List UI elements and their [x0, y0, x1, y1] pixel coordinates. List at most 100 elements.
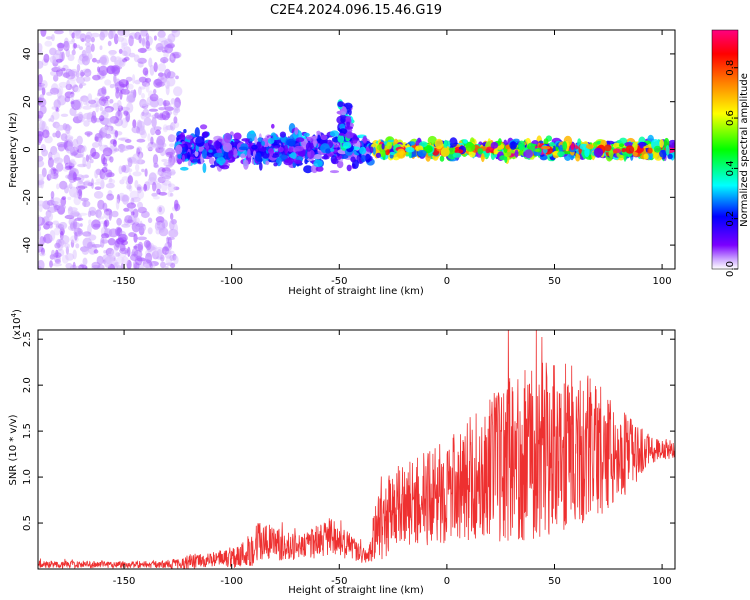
heatmap-cell [344, 126, 354, 130]
heatmap-cell [329, 130, 340, 137]
heatmap-cell [584, 147, 590, 158]
x-tick-label: -150 [113, 576, 136, 587]
heatmap-cell [215, 140, 220, 149]
heatmap-cell [290, 152, 297, 160]
heatmap-cell [114, 130, 119, 138]
heatmap-cell [541, 146, 551, 150]
heatmap-cell [73, 265, 83, 269]
heatmap-cell [38, 200, 45, 207]
heatmap-cell [449, 137, 458, 148]
heatmap-cell [84, 179, 92, 187]
heatmap-cell [147, 227, 153, 235]
heatmap-cell [47, 157, 54, 168]
heatmap-cell [148, 108, 159, 112]
heatmap-cell [369, 146, 374, 154]
y-tick-label: 0.5 [22, 515, 33, 531]
heatmap-cell [477, 148, 484, 155]
heatmap-cell [399, 150, 404, 158]
heatmap-cell [175, 75, 179, 80]
snr-x-ticks: -150 -100 -50 0 50 100 [113, 330, 672, 587]
heatmap-cell [125, 76, 133, 82]
heatmap-cell [141, 93, 145, 99]
heatmap-cell [381, 143, 385, 150]
heatmap-cell [140, 101, 148, 107]
heatmap-cell [157, 76, 165, 81]
heatmap-y-ticks: -40 -20 0 20 40 [22, 48, 675, 253]
heatmap-cell [585, 144, 594, 150]
heatmap-cell [137, 236, 147, 241]
colorbar-tick-label: 0.6 [725, 110, 736, 126]
heatmap-cell [303, 165, 313, 174]
heatmap-cell [54, 242, 61, 249]
heatmap-y-label: Frequency (Hz) [8, 112, 19, 188]
heatmap-cell [68, 40, 74, 45]
heatmap-cell [155, 81, 165, 87]
heatmap-cell [667, 153, 673, 160]
heatmap-cell [112, 139, 117, 147]
heatmap-cell [91, 178, 94, 189]
heatmap-cell [142, 67, 149, 76]
heatmap-cell [109, 99, 114, 104]
heatmap-cell [169, 169, 176, 176]
heatmap-cell [273, 145, 280, 149]
heatmap-cell [71, 99, 81, 111]
heatmap-cell [101, 233, 110, 239]
heatmap-cell [310, 164, 319, 174]
heatmap-cell [331, 158, 339, 165]
heatmap-cell [653, 145, 662, 153]
heatmap-cell [142, 263, 150, 269]
heatmap-cell [364, 153, 371, 163]
heatmap-cell [87, 93, 93, 102]
heatmap-cell [439, 155, 445, 162]
heatmap-cell [579, 143, 589, 150]
heatmap-cell [73, 43, 78, 49]
heatmap-cell [313, 159, 323, 167]
heatmap-cell [111, 210, 119, 218]
heatmap-cell [132, 74, 136, 84]
heatmap-cell [45, 211, 54, 222]
heatmap-cell [134, 79, 141, 85]
heatmap-cell [91, 244, 102, 248]
heatmap-cell [64, 243, 70, 249]
heatmap-cell [223, 132, 232, 143]
heatmap-cell [101, 166, 108, 173]
heatmap-cell [77, 227, 82, 236]
heatmap-cell [254, 136, 258, 145]
heatmap-cell [169, 192, 174, 197]
heatmap-cell [127, 168, 133, 173]
heatmap-cell [38, 97, 47, 108]
heatmap-cell [161, 219, 168, 229]
heatmap-cell [315, 166, 324, 172]
heatmap-cell [55, 122, 60, 131]
colorbar-tick-label: 0.2 [725, 211, 736, 227]
heatmap-cell [665, 145, 670, 156]
heatmap-cell [271, 123, 275, 129]
heatmap-cell [153, 126, 162, 131]
heatmap-cell [337, 101, 344, 108]
heatmap-cell [156, 205, 165, 215]
heatmap-cell [74, 217, 84, 221]
heatmap-cell [152, 155, 157, 166]
heatmap-cell [104, 107, 112, 113]
heatmap-cell [233, 148, 238, 159]
heatmap-cell [58, 221, 68, 230]
heatmap-cell [119, 247, 129, 254]
colorbar-label: Normalized spectral amplitude [739, 73, 750, 227]
heatmap-cell [101, 153, 106, 165]
heatmap-cell [410, 141, 416, 146]
heatmap-cell [84, 174, 89, 179]
heatmap-cell [440, 147, 450, 157]
heatmap-cell [102, 147, 113, 157]
heatmap-cell [147, 133, 151, 142]
heatmap-cell [140, 30, 148, 37]
heatmap-cell [206, 152, 214, 158]
heatmap-cell [153, 35, 157, 41]
heatmap-cell [86, 132, 91, 138]
heatmap-cell [306, 149, 315, 159]
colorbar-tick-label: 0.0 [725, 261, 736, 277]
heatmap-cell [71, 49, 76, 56]
heatmap-cell [405, 146, 415, 153]
heatmap-cell [115, 86, 119, 94]
heatmap-cell [110, 30, 116, 39]
